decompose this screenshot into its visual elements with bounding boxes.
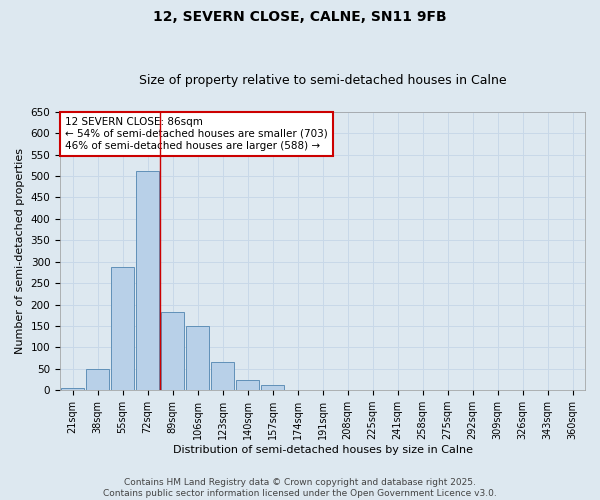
Bar (211, 362, 235, 390)
Bar (260, 385, 284, 390)
Y-axis label: Number of semi-detached properties: Number of semi-detached properties (15, 148, 25, 354)
Bar (161, 312, 184, 390)
Text: Contains HM Land Registry data © Crown copyright and database right 2025.
Contai: Contains HM Land Registry data © Crown c… (103, 478, 497, 498)
Text: 12 SEVERN CLOSE: 86sqm
← 54% of semi-detached houses are smaller (703)
46% of se: 12 SEVERN CLOSE: 86sqm ← 54% of semi-det… (65, 118, 328, 150)
Bar (236, 380, 259, 390)
Text: 12, SEVERN CLOSE, CALNE, SN11 9FB: 12, SEVERN CLOSE, CALNE, SN11 9FB (153, 10, 447, 24)
Bar (61, 388, 85, 390)
Bar (136, 172, 160, 390)
Title: Size of property relative to semi-detached houses in Calne: Size of property relative to semi-detach… (139, 74, 506, 87)
Bar (110, 268, 134, 390)
X-axis label: Distribution of semi-detached houses by size in Calne: Distribution of semi-detached houses by … (173, 445, 473, 455)
Bar (86, 369, 109, 390)
Bar (185, 326, 209, 390)
